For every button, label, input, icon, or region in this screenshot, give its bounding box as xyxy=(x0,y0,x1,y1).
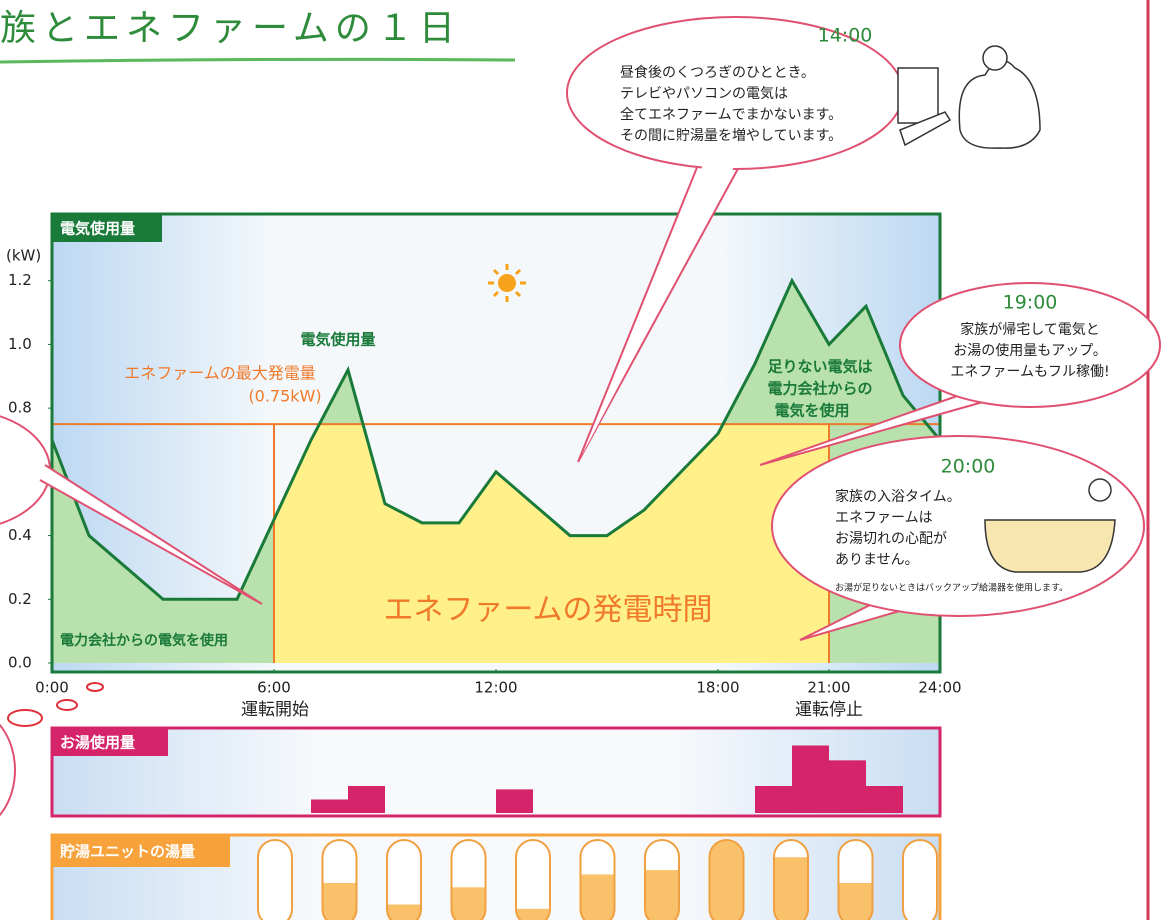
callout-line: 家族の入浴タイム。 xyxy=(835,488,961,505)
callout-time: 14:00 xyxy=(818,25,873,47)
y-unit: (kW) xyxy=(6,247,41,265)
y-tick-label: 0.2 xyxy=(8,590,32,608)
chart-title: 貯湯ユニットの湯量 xyxy=(60,843,195,861)
tank-outline xyxy=(579,839,616,920)
callout-line: 全てエネファームでまかないます。 xyxy=(620,106,842,123)
tank-level xyxy=(322,883,357,920)
tank-body xyxy=(387,840,421,920)
annotation: 電気を使用 xyxy=(774,402,849,420)
tank-level xyxy=(516,908,550,920)
y-tick-label: 0.0 xyxy=(8,654,32,672)
tank-level xyxy=(838,883,873,920)
usage-line xyxy=(50,277,942,601)
tank-level xyxy=(774,857,808,920)
callout-line: お湯の使用量もアップ。 xyxy=(953,342,1107,359)
callout-line: エネファームもフル稼働! xyxy=(950,364,1109,380)
callout-line: テレビやパソコンの電気は xyxy=(620,86,788,102)
annotation: 運転開始 xyxy=(241,700,309,720)
tank-outline xyxy=(386,839,422,920)
bar xyxy=(866,786,903,813)
tank-outline xyxy=(773,839,809,920)
annotation: エネファームの発電時間 xyxy=(383,593,712,628)
tank-level xyxy=(451,887,486,920)
callout xyxy=(0,415,51,525)
tank-outline xyxy=(450,839,487,920)
annotation: 運転停止 xyxy=(795,700,863,720)
plot xyxy=(257,839,938,920)
annotation: 足りない電気は xyxy=(767,358,872,376)
callout-line: ありません。 xyxy=(835,552,919,568)
x-tick-label: 21:00 xyxy=(807,679,850,697)
title-box xyxy=(52,214,162,242)
y-tick-label: 0.8 xyxy=(8,399,32,417)
bar xyxy=(829,760,866,813)
x-tick-label: 0:00 xyxy=(35,679,69,697)
annotation: (0.75kW) xyxy=(248,387,321,406)
y-tick-label: 0.4 xyxy=(8,526,32,544)
tank-outline xyxy=(902,839,938,920)
tank-level xyxy=(709,840,744,920)
tank-level xyxy=(645,870,679,920)
annotation: エネファームの最大発電量 xyxy=(124,364,316,383)
page-title: 族とエネファームの１日 xyxy=(0,8,461,49)
bar xyxy=(755,786,792,813)
tank-outline xyxy=(515,839,551,920)
tank-outline xyxy=(257,839,293,920)
fuel-cell-area xyxy=(274,424,829,663)
tank-level xyxy=(387,904,421,920)
tank-outline xyxy=(708,839,745,920)
x-tick-label: 18:00 xyxy=(696,679,739,697)
callout-line: 家族が帰宅して電気と xyxy=(960,321,1100,338)
sun-icon xyxy=(488,264,526,302)
callout-line: エネファームは xyxy=(835,510,933,526)
tank-body xyxy=(258,840,292,920)
x-tick-label: 24:00 xyxy=(918,679,961,697)
title-underline xyxy=(0,57,516,64)
callout-time: 20:00 xyxy=(941,456,996,478)
y-tick-label: 1.0 xyxy=(8,335,32,353)
annotation: 電力会社からの電気を使用 xyxy=(60,632,228,649)
tank-outline xyxy=(321,839,358,920)
callout xyxy=(0,723,16,817)
bar xyxy=(496,789,533,813)
callout-line: その間に貯湯量を増やしています。 xyxy=(620,127,842,144)
plot xyxy=(311,745,903,813)
x-tick-label: 12:00 xyxy=(474,679,517,697)
title-box xyxy=(52,835,230,867)
x-tick-label: 6:00 xyxy=(257,679,291,697)
y-tick-label: 1.2 xyxy=(8,271,32,289)
title-box xyxy=(52,728,168,756)
bar xyxy=(792,745,829,813)
chart-title: 電気使用量 xyxy=(60,220,135,238)
bar xyxy=(348,786,385,813)
annotation: 電気使用量 xyxy=(300,331,375,349)
annotation: 電力会社からの xyxy=(767,380,872,398)
decor xyxy=(7,682,104,727)
callout-line: お湯切れの心配が xyxy=(835,530,947,547)
callout-tail xyxy=(39,464,263,605)
tank-body xyxy=(903,840,937,920)
bar xyxy=(311,799,348,813)
callout-line: 昼食後のくつろぎのひととき。 xyxy=(620,64,815,81)
tank-body xyxy=(516,840,550,920)
chart-title: お湯使用量 xyxy=(60,734,135,752)
tank-outline xyxy=(837,839,874,920)
tank-level xyxy=(580,874,615,920)
callout: 14:00 昼食後のくつろぎのひととき。テレビやパソコンの電気は全てエネファーム… xyxy=(566,16,1041,463)
callout-time: 19:00 xyxy=(1003,292,1058,314)
tank-outline xyxy=(644,839,680,920)
callout-note: お湯が足りないときはバックアップ給湯器を使用します。 xyxy=(835,582,1068,594)
